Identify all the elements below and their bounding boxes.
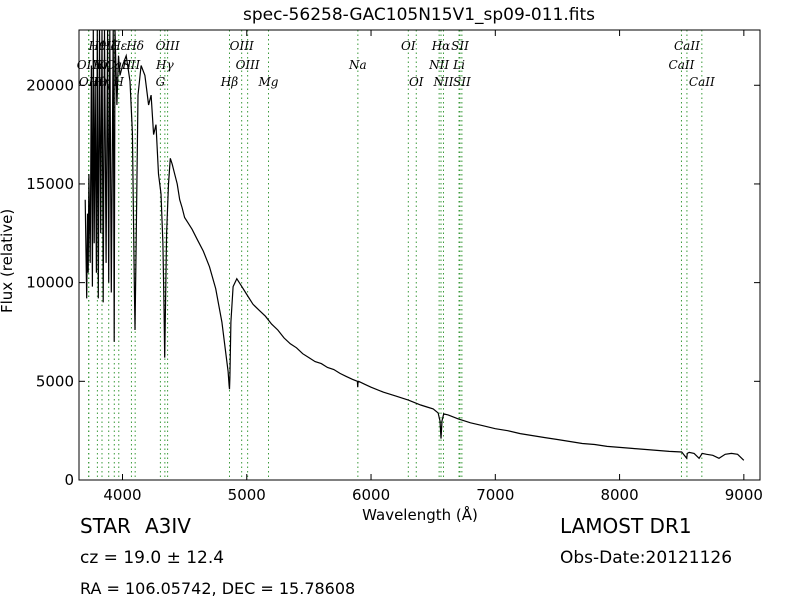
spectral-line-label: OIII	[236, 58, 260, 72]
spectral-line-label: Na	[348, 58, 367, 72]
spectral-line-label: SII	[453, 75, 471, 89]
x-tick-label: 5000	[228, 486, 266, 504]
spectral-line-label: OI	[409, 75, 424, 89]
spectral-line-label: Hγ	[155, 58, 174, 72]
spectral-line-label: OIII	[77, 58, 101, 72]
x-tick-label: 7000	[476, 486, 514, 504]
spectrum-line	[84, 30, 745, 461]
x-tick-label: 8000	[600, 486, 638, 504]
spectral-line-label: OIII	[230, 39, 254, 53]
object-class: STAR	[80, 514, 131, 538]
series-group	[84, 30, 745, 461]
spectral-line-label: SII	[123, 58, 141, 72]
spectral-line-label: CaII	[689, 75, 715, 89]
chart-title: spec-56258-GAC105N15V1_sp09-011.fits	[242, 5, 596, 25]
x-tick-label: 6000	[352, 486, 390, 504]
coordinates: RA = 106.05742, DEC = 15.78608	[80, 579, 356, 598]
spectral-line-label: Hδ	[125, 39, 144, 53]
x-axis-label: Wavelength (Å)	[362, 506, 478, 524]
spectral-line-label: Li	[452, 58, 465, 72]
object-subclass: A3IV	[145, 514, 191, 538]
spectral-line-label: Mg	[258, 75, 279, 89]
spectral-line-label: Hα	[431, 39, 451, 53]
y-axis-label: Flux (relative)	[0, 208, 16, 313]
spectral-line-label: CaII	[669, 58, 695, 72]
spectral-line-label: OI	[401, 39, 416, 53]
y-tick-label: 10000	[26, 274, 74, 292]
y-tick-label: 20000	[26, 76, 74, 94]
plot-frame	[78, 29, 761, 481]
spectral-line-label: NII	[428, 58, 449, 72]
spectral-line-label: NII	[432, 75, 453, 89]
line-markers-group	[88, 30, 703, 480]
spectral-line-label: CaII	[674, 39, 700, 53]
spectral-line-label: OIII	[156, 39, 180, 53]
obs-date: Obs-Date:20121126	[560, 548, 733, 568]
y-tick-label: 5000	[36, 372, 74, 390]
spectral-line-label: Hε	[109, 39, 127, 53]
x-tick-label: 9000	[725, 486, 763, 504]
spectral-line-label: SII	[451, 39, 469, 53]
axis-ticks-group: 4000 5000 6000 7000 8000 9000 0 5000 10000 15000 2…	[26, 30, 763, 504]
cz-value: cz = 19.0 ± 12.4	[80, 548, 225, 568]
spectral-line-label: Hβ	[220, 75, 238, 89]
survey-name: LAMOST DR1	[560, 514, 692, 538]
spectral-line-label: G	[156, 75, 166, 89]
y-tick-label: 15000	[26, 175, 74, 193]
spectral-line-label: H	[113, 75, 125, 89]
y-tick-label: 0	[64, 471, 74, 489]
x-tick-label: 4000	[103, 486, 141, 504]
